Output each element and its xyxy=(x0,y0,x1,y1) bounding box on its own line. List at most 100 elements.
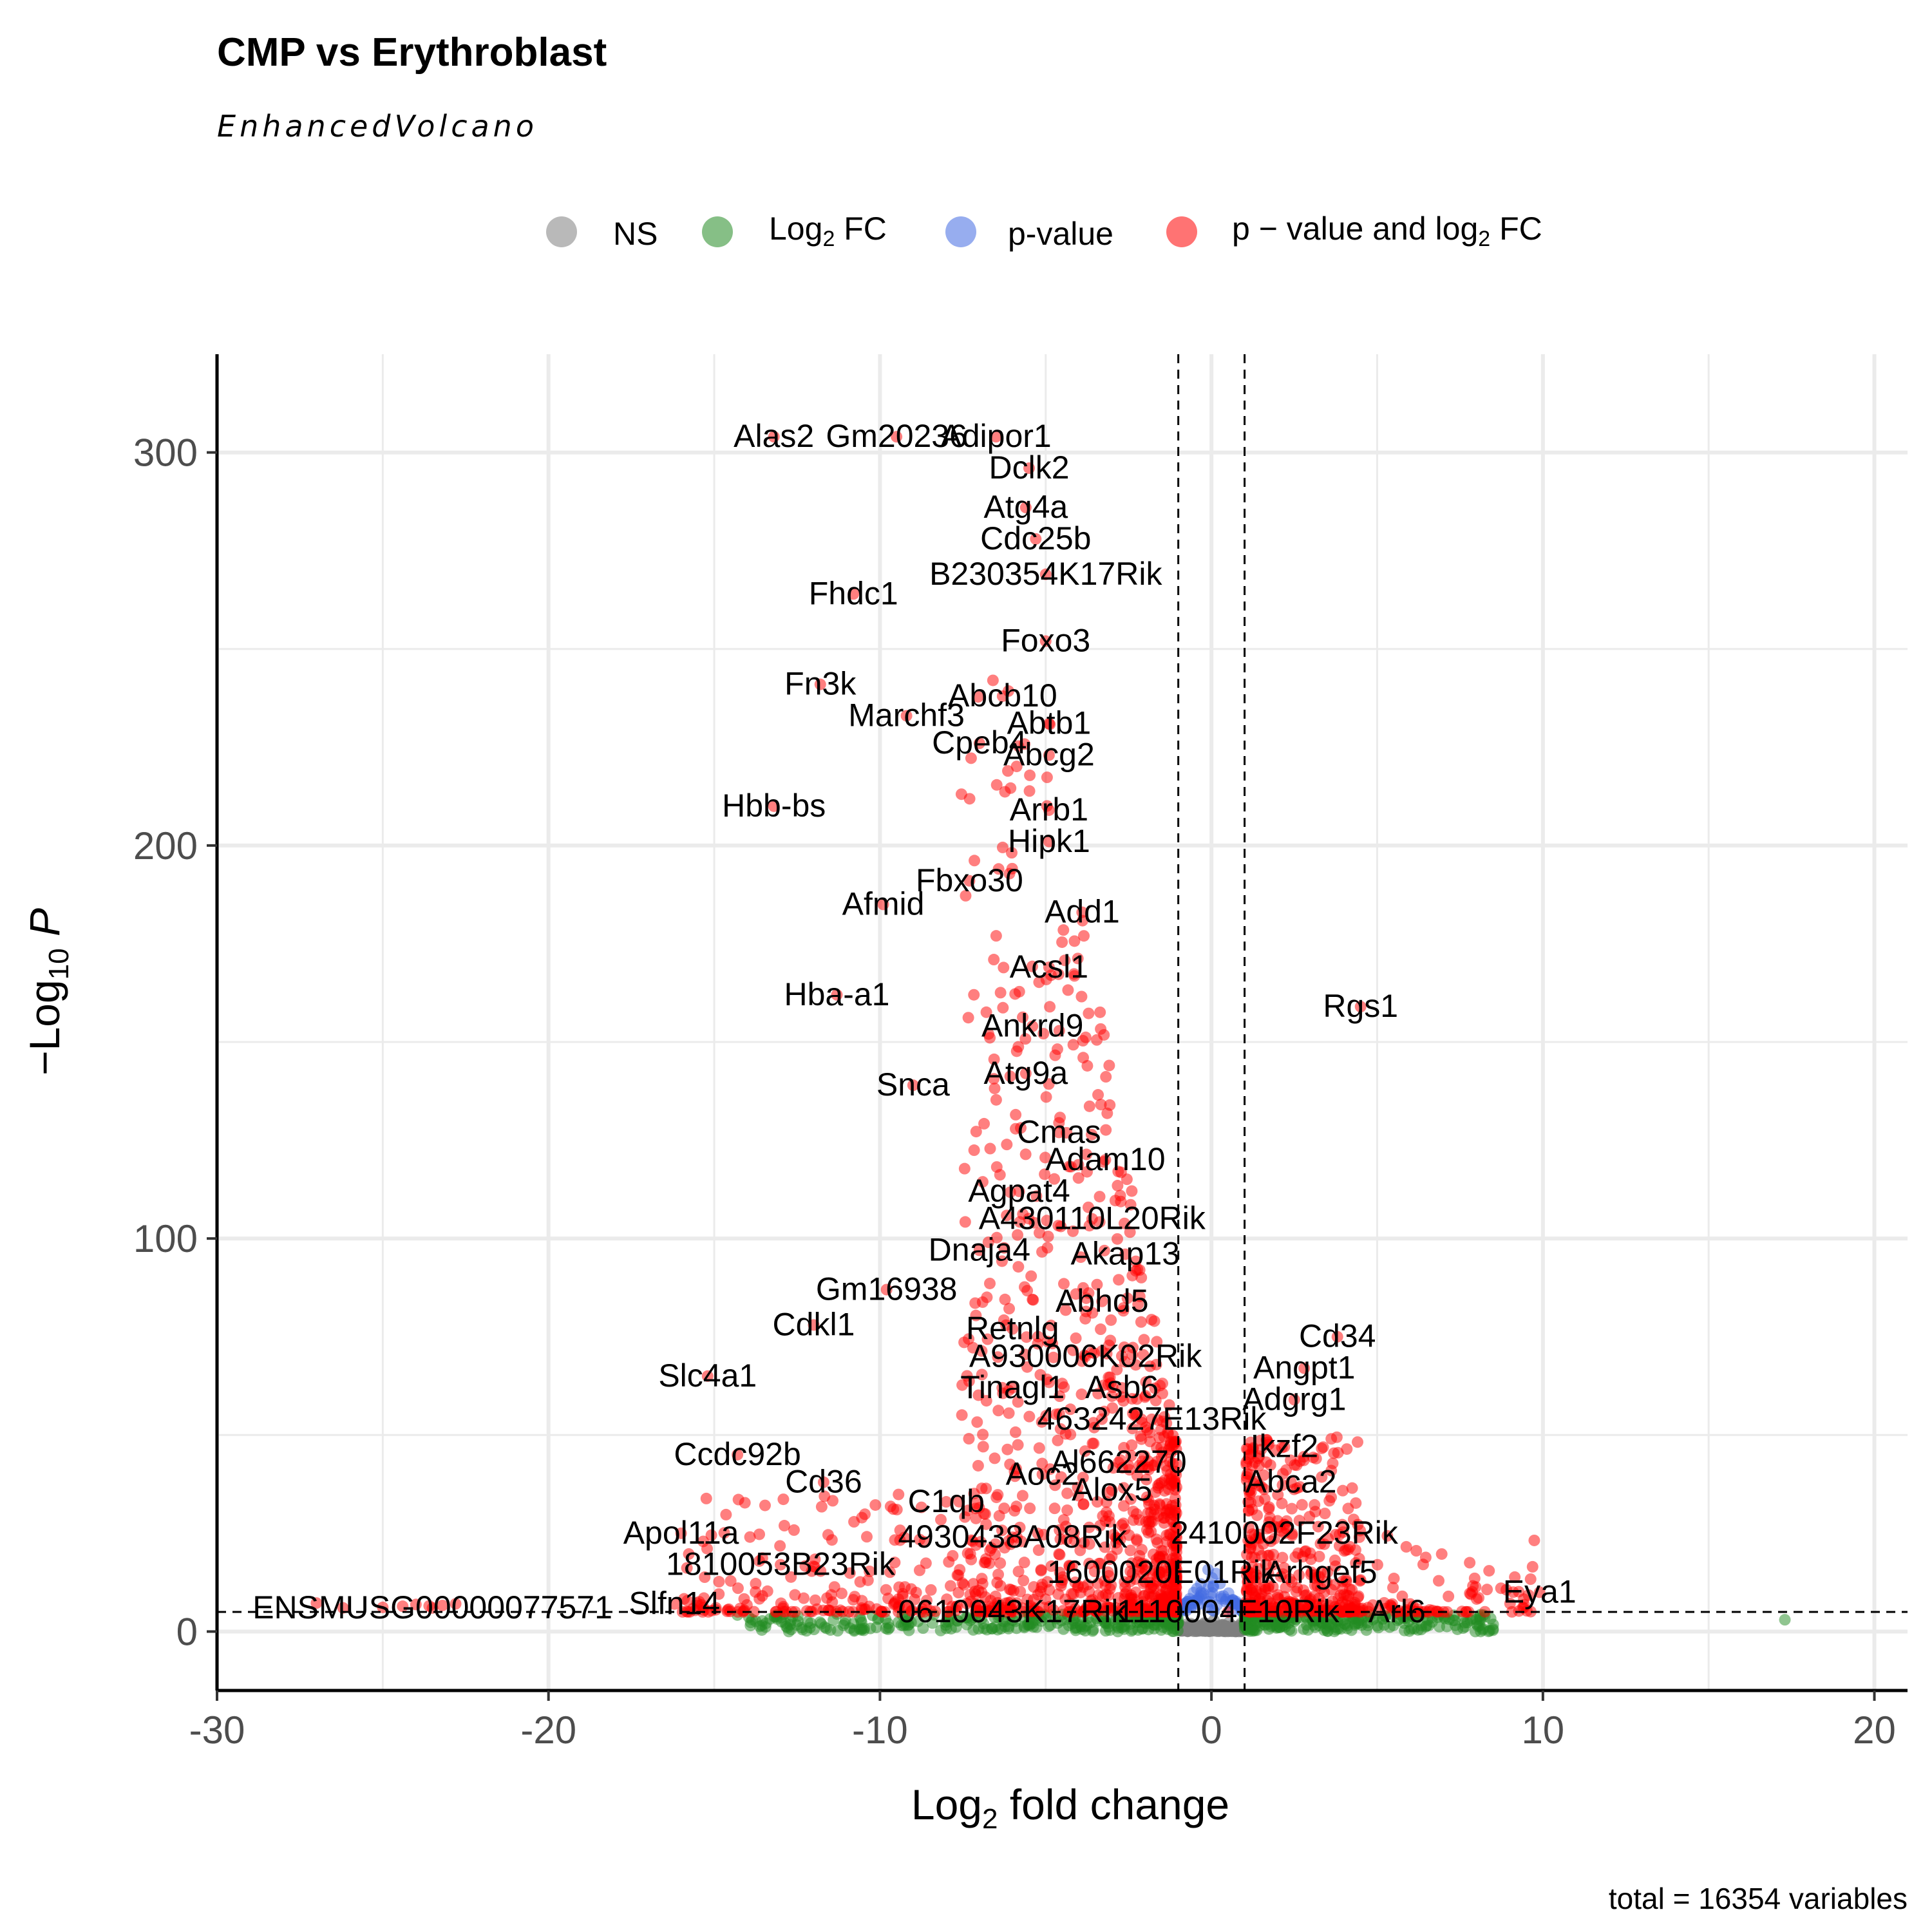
point-both xyxy=(1034,1368,1046,1381)
point-both xyxy=(1003,1583,1016,1595)
point-both xyxy=(1039,1168,1051,1180)
gene-label: ENSMUSG00000077571 xyxy=(252,1589,612,1625)
gene-label: Cmas xyxy=(1017,1113,1101,1150)
point-both xyxy=(980,1006,992,1018)
point-both xyxy=(1094,1006,1106,1018)
point-both xyxy=(1095,1323,1107,1336)
point-both xyxy=(1018,1557,1030,1569)
y-axis-label-sub: 10 xyxy=(43,948,75,980)
gene-label: A430110L20Rik xyxy=(979,1200,1206,1236)
point-both xyxy=(1055,1471,1067,1483)
point-both xyxy=(1001,1209,1013,1222)
point-both xyxy=(1054,1566,1066,1578)
point-both xyxy=(1041,1242,1054,1254)
point-both xyxy=(1130,1255,1142,1267)
point-both xyxy=(1103,1589,1115,1602)
point-both xyxy=(989,1548,1001,1560)
point-both xyxy=(1311,1580,1323,1592)
point-both xyxy=(1024,1502,1036,1515)
point-both xyxy=(1075,1251,1087,1264)
gene-label: Marchf3 xyxy=(848,697,965,733)
gene-label: Abcb10 xyxy=(948,677,1057,714)
point-fc xyxy=(883,1622,895,1634)
point-both xyxy=(972,691,984,703)
point-both xyxy=(1338,1589,1350,1601)
point-both xyxy=(1098,1405,1110,1417)
point-both xyxy=(1082,1578,1094,1591)
legend: NS Log2 FC p-value p − value and log2 FC xyxy=(546,211,1542,252)
point-both xyxy=(831,989,843,1001)
point-both xyxy=(988,954,1000,966)
point-both xyxy=(1086,1128,1098,1141)
point-both xyxy=(1058,1381,1070,1393)
point-both xyxy=(1012,1566,1025,1578)
point-fc xyxy=(1285,1625,1298,1637)
point-both xyxy=(1032,1544,1045,1557)
legend-swatch-both xyxy=(1166,216,1197,247)
point-both xyxy=(732,1448,744,1461)
point-both xyxy=(1033,1227,1045,1239)
point-both xyxy=(1119,1217,1131,1229)
point-both xyxy=(864,1565,876,1577)
point-both xyxy=(983,1277,996,1289)
point-both xyxy=(1533,1586,1546,1598)
point-both xyxy=(889,1557,901,1569)
gene-label: Eya1 xyxy=(1503,1573,1577,1609)
point-both xyxy=(701,1370,714,1382)
point-both xyxy=(1111,1233,1123,1245)
point-both xyxy=(1146,1413,1158,1425)
point-both xyxy=(1100,1071,1112,1083)
point-both xyxy=(1061,1487,1074,1499)
point-both xyxy=(1067,1039,1079,1051)
point-both xyxy=(1044,1001,1056,1013)
point-both xyxy=(987,674,999,687)
gene-label: Fbxo30 xyxy=(916,862,1023,898)
point-both xyxy=(768,431,780,443)
plot-panel: Alas2 Gm20236Adipor1Dclk2Atg4aCdc25bB2303… xyxy=(215,354,1908,1690)
point-both xyxy=(918,1536,931,1548)
point-both xyxy=(940,1496,952,1508)
point-both xyxy=(978,1117,990,1130)
y-tick-label: 100 xyxy=(133,1217,198,1260)
point-both xyxy=(998,961,1010,974)
point-both xyxy=(713,1576,725,1588)
point-both xyxy=(678,1593,690,1605)
point-both xyxy=(1088,1437,1100,1450)
gene-label: Apol11a xyxy=(623,1515,739,1551)
point-both xyxy=(1077,1035,1089,1047)
point-both xyxy=(877,898,889,911)
point-both xyxy=(945,1580,957,1592)
point-both xyxy=(1481,1584,1493,1596)
point-both xyxy=(988,1053,1000,1065)
point-both xyxy=(1003,867,1016,880)
point-both xyxy=(1003,1303,1016,1315)
point-both xyxy=(963,1433,975,1445)
point-both xyxy=(989,1590,1001,1602)
point-both xyxy=(1276,1497,1288,1510)
point-fc xyxy=(893,1616,905,1628)
point-both xyxy=(1087,1598,1099,1610)
point-both xyxy=(777,1493,790,1506)
point-both xyxy=(1155,1566,1168,1578)
point-both xyxy=(1150,1553,1162,1566)
point-both xyxy=(1101,1506,1113,1519)
point-both xyxy=(1140,1376,1152,1388)
point-both xyxy=(1004,1186,1016,1198)
point-both xyxy=(1048,1173,1061,1185)
point-fc xyxy=(1267,1615,1279,1627)
point-both xyxy=(1099,1154,1112,1166)
point-both xyxy=(697,1535,709,1548)
point-both xyxy=(1293,1515,1305,1527)
y-tick-label: 300 xyxy=(133,431,198,475)
point-both xyxy=(960,889,972,902)
point-both xyxy=(1036,1468,1048,1481)
point-both xyxy=(1109,1195,1121,1207)
point-both xyxy=(1141,1473,1153,1486)
point-both xyxy=(1117,1517,1130,1530)
x-axis-label-tail: fold change xyxy=(998,1781,1229,1828)
gene-label: Afmid xyxy=(842,886,925,922)
point-both xyxy=(1327,1457,1339,1470)
point-both xyxy=(1068,970,1081,982)
legend-label-both: p − value and log2 FC xyxy=(1232,211,1542,251)
point-both xyxy=(683,1548,695,1560)
